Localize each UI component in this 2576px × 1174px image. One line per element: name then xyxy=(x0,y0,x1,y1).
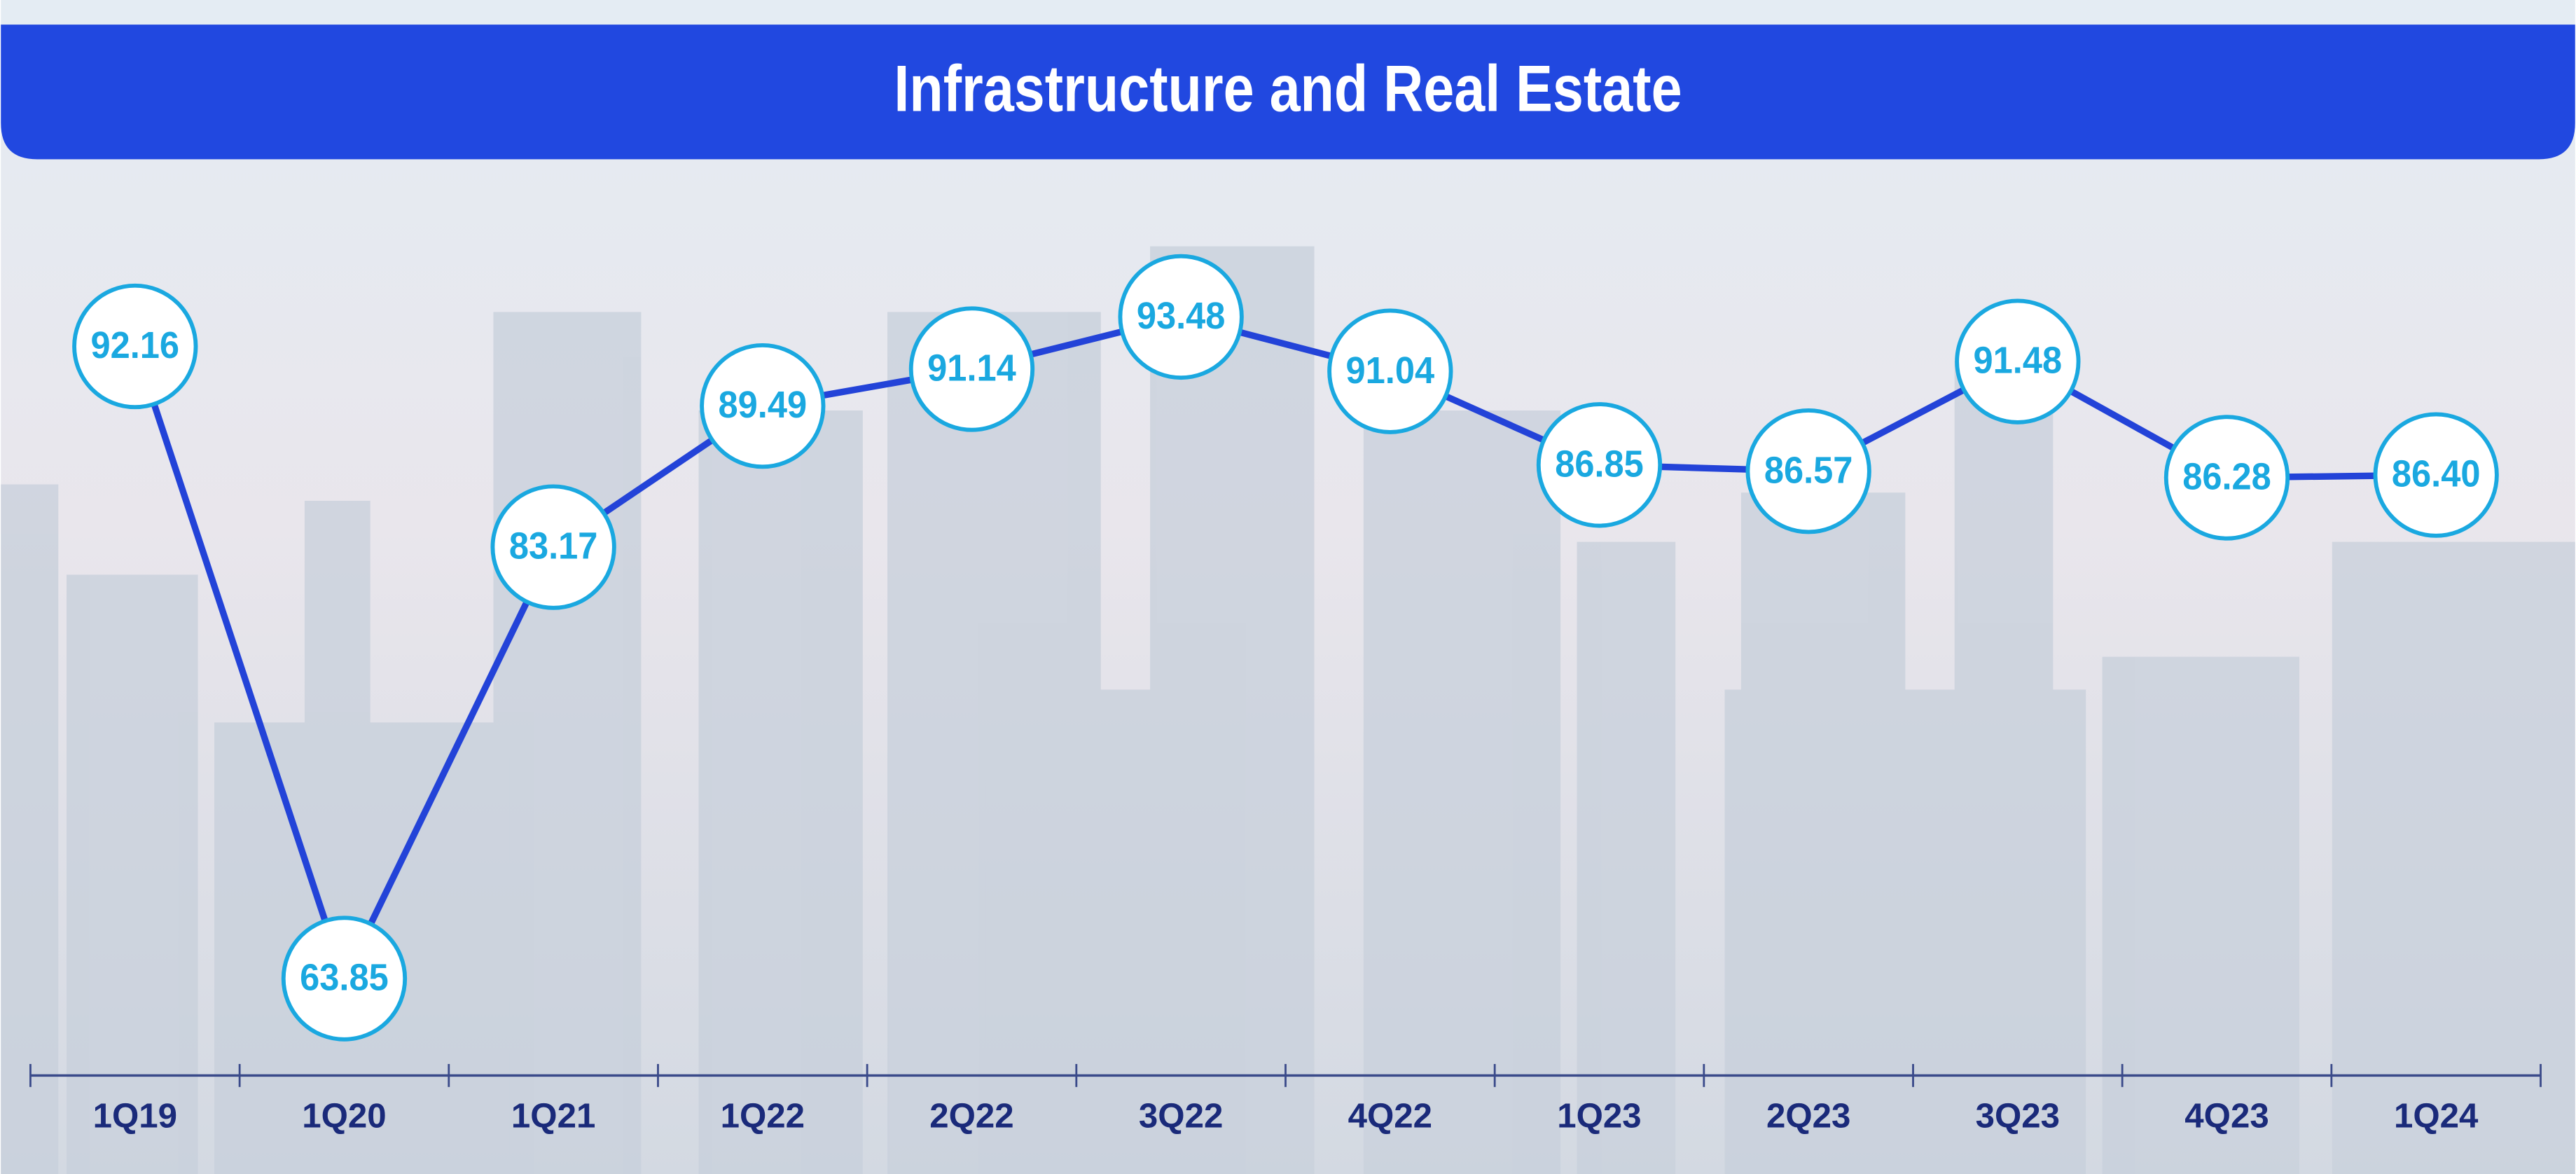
data-point xyxy=(1536,402,1663,528)
x-tick-label: 2Q22 xyxy=(929,1096,1013,1135)
x-tick-label: 2Q23 xyxy=(1766,1096,1850,1135)
data-label: 86.57 xyxy=(1764,449,1853,491)
data-point xyxy=(1118,254,1244,380)
x-tick-label: 1Q21 xyxy=(511,1096,595,1135)
x-tick-label: 1Q20 xyxy=(302,1096,386,1135)
data-point xyxy=(72,283,198,410)
x-tick-label: 1Q24 xyxy=(2394,1096,2479,1135)
data-point xyxy=(490,484,616,610)
data-point xyxy=(1955,298,2081,424)
data-label: 86.40 xyxy=(2392,453,2481,495)
data-label: 83.17 xyxy=(509,525,598,567)
data-point xyxy=(1745,408,1871,534)
data-point xyxy=(908,306,1035,432)
city-skyline xyxy=(1,246,2575,1174)
data-label: 86.85 xyxy=(1555,443,1644,485)
data-point xyxy=(2163,415,2290,541)
chart-title: Infrastructure and Real Estate xyxy=(894,51,1682,125)
x-tick-label: 4Q23 xyxy=(2184,1096,2269,1135)
x-tick-label: 1Q19 xyxy=(93,1096,177,1135)
data-label: 91.14 xyxy=(927,347,1016,389)
x-tick-label: 1Q23 xyxy=(1557,1096,1641,1135)
data-point xyxy=(281,916,408,1042)
data-label: 93.48 xyxy=(1137,295,1226,337)
data-point xyxy=(700,343,826,469)
data-label: 63.85 xyxy=(300,957,389,999)
plot: 1Q19 1Q20 1Q21 1Q22 2Q22 3Q22 4Q22 1Q23 2Q23 3Q23… xyxy=(29,254,2542,1135)
data-point xyxy=(2373,412,2499,538)
x-tick-label: 1Q22 xyxy=(721,1096,805,1135)
data-label: 89.49 xyxy=(719,384,808,426)
data-point xyxy=(1327,308,1453,434)
x-tick-label: 4Q22 xyxy=(1348,1096,1432,1135)
x-tick-label: 3Q23 xyxy=(1976,1096,2060,1135)
title-banner xyxy=(1,25,2575,160)
data-label: 91.48 xyxy=(1974,340,2063,382)
data-label: 92.16 xyxy=(90,324,179,366)
x-tick-label: 3Q22 xyxy=(1139,1096,1223,1135)
data-label: 91.04 xyxy=(1346,350,1435,392)
data-label: 86.28 xyxy=(2182,456,2271,498)
